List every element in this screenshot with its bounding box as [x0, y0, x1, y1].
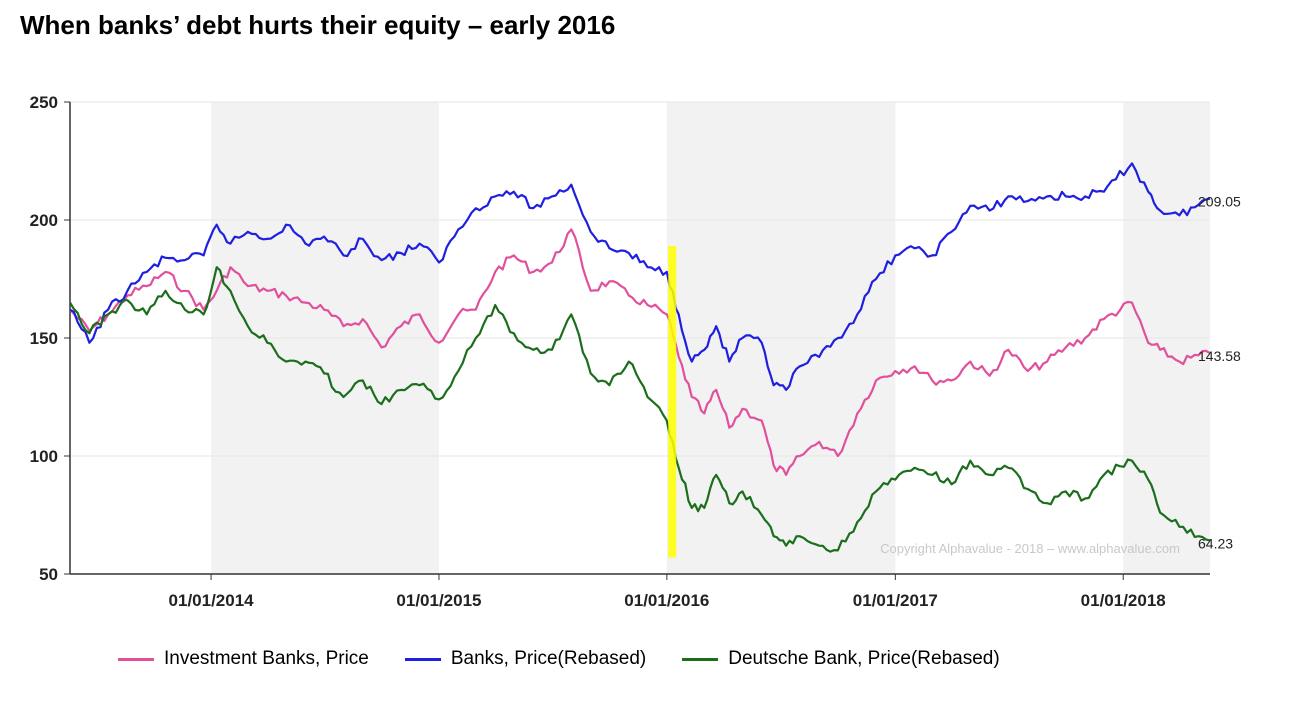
tick-label-y-100: 100 [30, 447, 58, 466]
early-2016-highlight [668, 245, 677, 558]
chart-legend: Investment Banks, Price Banks, Price(Reb… [118, 648, 1036, 670]
tick-label-y-250: 250 [30, 93, 58, 112]
tick-label-x-1: 01/01/2015 [396, 591, 481, 610]
legend-swatch-deutsche-bank [682, 657, 719, 661]
tick-label-y-150: 150 [30, 329, 58, 348]
tick-label-x-2: 01/01/2016 [624, 591, 709, 610]
legend-item-banks[interactable]: Banks, Price(Rebased) [404, 648, 647, 670]
legend-label-banks: Banks, Price(Rebased) [450, 648, 647, 669]
legend-swatch-investment-banks [118, 657, 154, 661]
legend-label-deutsche-bank: Deutsche Bank, Price(Rebased) [728, 648, 1000, 669]
legend-item-investment-banks[interactable]: Investment Banks, Price [118, 648, 369, 670]
series-last-value-1: 209.05 [1198, 194, 1241, 210]
tick-label-y-200: 200 [30, 211, 58, 230]
legend-item-deutsche-bank[interactable]: Deutsche Bank, Price(Rebased) [682, 648, 1000, 670]
chart-title: When banks’ debt hurts their equity – ea… [20, 10, 616, 40]
series-line-0 [69, 228, 1211, 476]
tick-label-x-0: 01/01/2014 [169, 591, 255, 610]
series-line-2 [69, 266, 1211, 553]
tick-label-y-50: 50 [39, 565, 58, 584]
series-last-value-2: 64.23 [1198, 535, 1233, 551]
series-last-value-0: 143.58 [1198, 348, 1241, 364]
watermark: Copyright Alphavalue - 2018 – www.alphav… [880, 541, 1180, 556]
tick-label-x-3: 01/01/2017 [853, 591, 938, 610]
line-chart: 50 100 150 200 250 01/01/2014 01/01/2015 01/01/… [30, 93, 1241, 610]
legend-label-investment-banks: Investment Banks, Price [164, 648, 369, 669]
legend-swatch-banks [404, 657, 441, 661]
tick-label-x-4: 01/01/2018 [1081, 591, 1166, 610]
series-line-1 [69, 162, 1211, 391]
